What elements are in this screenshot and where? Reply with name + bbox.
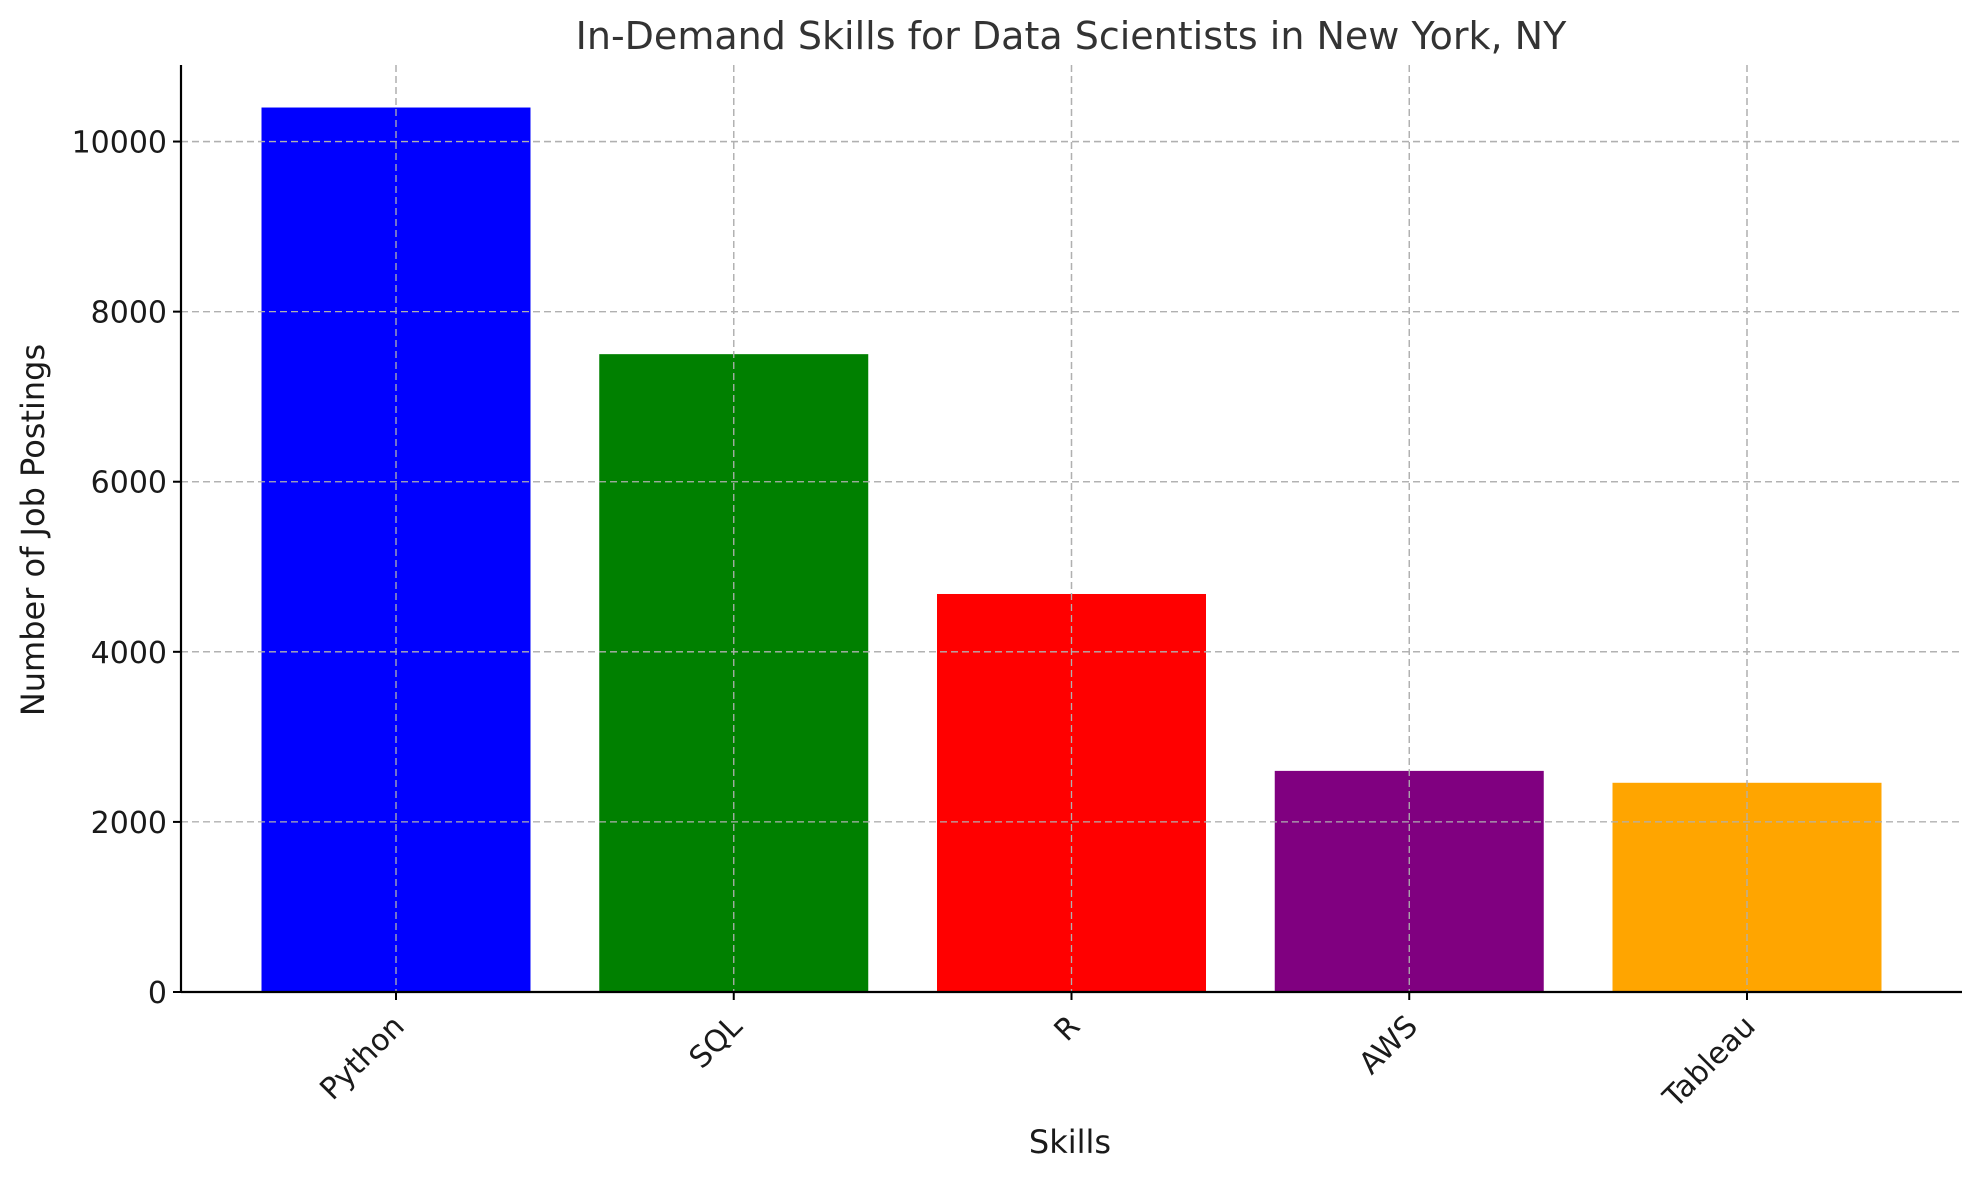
y-tick-label: 4000 (91, 636, 167, 671)
x-axis-label: Skills (1029, 1123, 1111, 1161)
x-tick-label: R (1048, 1009, 1087, 1048)
bars (181, 65, 1962, 992)
x-tick-label: Python (313, 1009, 411, 1107)
x-axis-ticks: Python SQL R AWS Tableau (313, 992, 1763, 1116)
chart-title: In-Demand Skills for Data Scientists in … (576, 14, 1567, 58)
y-tick-label: 8000 (91, 296, 167, 331)
x-tick-label: Tableau (1656, 1009, 1763, 1116)
x-tick-label: AWS (1352, 1009, 1425, 1082)
x-tick-label: SQL (683, 1009, 750, 1076)
y-tick-label: 0 (148, 976, 167, 1011)
y-tick-label: 10000 (72, 126, 167, 161)
y-tick-label: 6000 (91, 466, 167, 501)
y-axis-ticks: 0 2000 4000 6000 8000 10000 (72, 126, 181, 1011)
y-tick-label: 2000 (91, 806, 167, 841)
y-axis-label: Number of Job Postings (14, 344, 52, 716)
